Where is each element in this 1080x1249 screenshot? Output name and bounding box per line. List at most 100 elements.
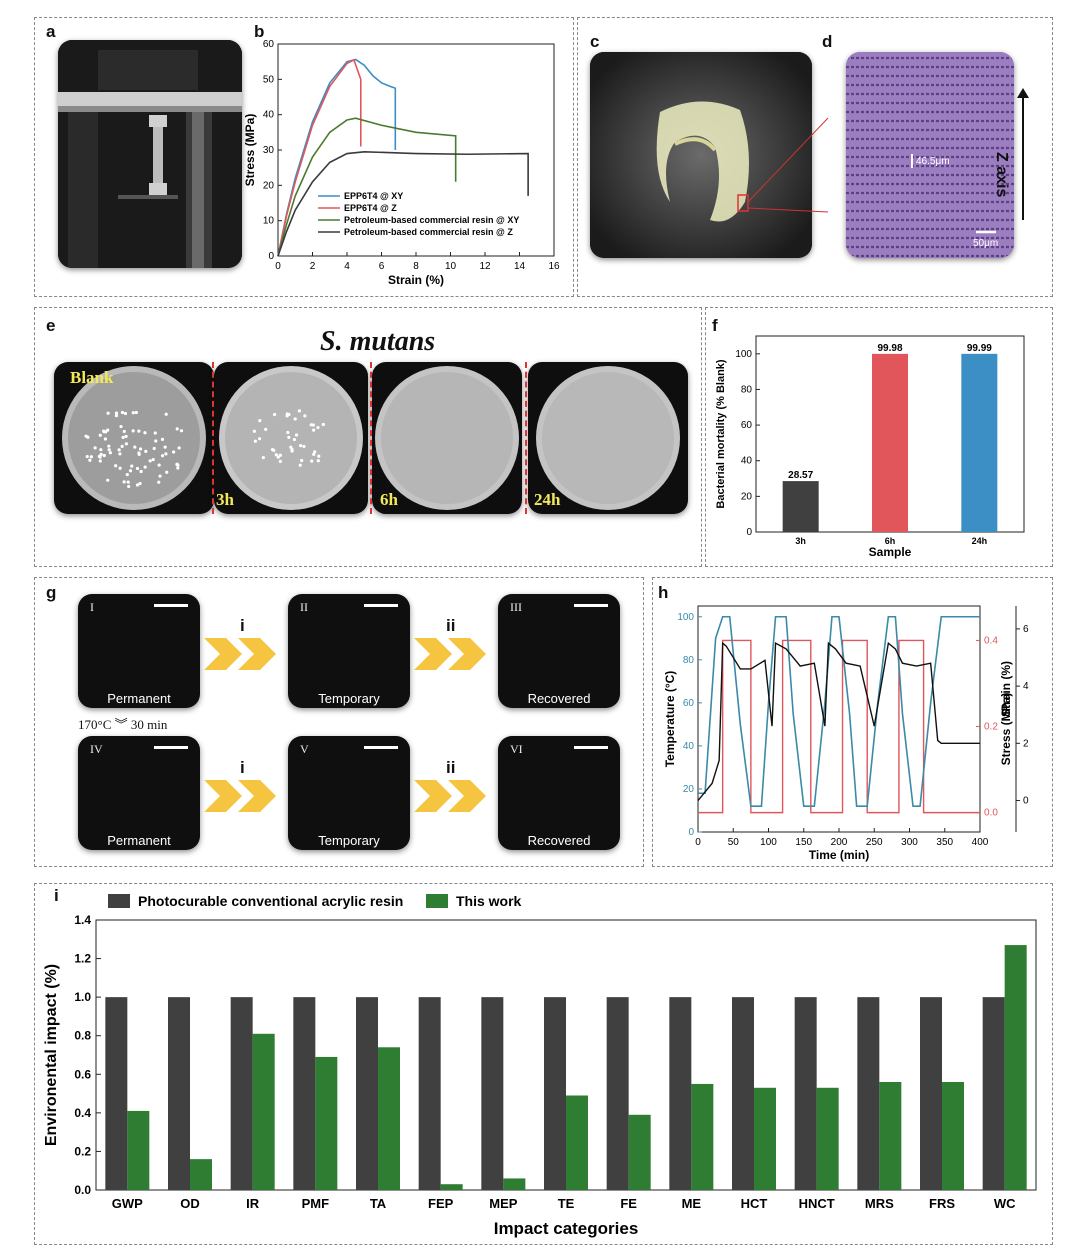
- frame-e: [34, 307, 702, 567]
- species-title: S. mutans: [320, 326, 436, 357]
- y-tick-label: 100: [735, 349, 752, 360]
- x-tick-label: 2: [310, 261, 316, 272]
- caption-IV: Permanent: [107, 833, 171, 848]
- bar: [378, 1047, 400, 1190]
- stress-tick-label: 0.2: [984, 722, 998, 733]
- x-tick-label: ME: [682, 1196, 702, 1211]
- colony-dot: [131, 411, 135, 415]
- bar: [732, 997, 754, 1190]
- colony-dot: [133, 445, 137, 449]
- x-tick-label: FRS: [929, 1196, 955, 1211]
- bar: [920, 997, 942, 1190]
- bar: [566, 1095, 588, 1190]
- bar-value-label: 99.99: [967, 343, 992, 354]
- colony-dot: [118, 452, 122, 456]
- bar: [754, 1087, 776, 1190]
- colony-dot: [130, 464, 134, 468]
- step-label-ii: ii: [446, 616, 456, 635]
- shape-photo-IV: IV Permanent: [78, 736, 200, 850]
- colony-dot: [176, 466, 180, 470]
- x-tick-label: 8: [413, 261, 419, 272]
- colony-dot: [98, 433, 102, 437]
- x-tick-label: 24h: [972, 536, 988, 546]
- panel-label-c: c: [590, 32, 600, 51]
- colony-dot: [89, 455, 93, 459]
- bar: [961, 353, 998, 532]
- y-tick-label: 20: [741, 491, 753, 502]
- colony-dot: [120, 444, 124, 448]
- colony-dot: [125, 472, 129, 477]
- z-axis-label: Z axis: [993, 152, 1010, 198]
- double-chevron-down-icon: ︾: [114, 717, 128, 732]
- x-tick-label: GWP: [112, 1196, 143, 1211]
- bar: [544, 997, 566, 1190]
- colony-dot: [309, 423, 313, 427]
- y-tick-label: 0.4: [74, 1106, 91, 1120]
- bar: [127, 1110, 150, 1190]
- colony-dot: [290, 449, 294, 453]
- stress-line: [698, 639, 980, 814]
- aligner-photo: [590, 52, 812, 258]
- colony-dot: [99, 452, 103, 457]
- dish-divider-3: [525, 362, 527, 514]
- colony-dot: [123, 411, 128, 416]
- colony-dot: [122, 480, 126, 484]
- petri-dish-blank: [54, 362, 214, 514]
- scalebar: [154, 746, 188, 749]
- colony-dot: [122, 429, 126, 434]
- legend-swatch: [426, 894, 448, 908]
- x-tick-label: PMF: [302, 1196, 330, 1211]
- colony-dot: [163, 445, 167, 449]
- frame-i: [34, 883, 1053, 1245]
- colony-dot: [126, 480, 130, 484]
- printer-photo: [58, 40, 242, 268]
- frame-ab: [34, 17, 574, 297]
- bar: [168, 997, 190, 1190]
- strain-tick-label: 2: [1023, 738, 1029, 749]
- colony-dot: [261, 456, 265, 460]
- petri-dish-24h: [528, 362, 688, 514]
- strain-axis-label: Strain (%): [999, 661, 1013, 717]
- colony-dot: [88, 458, 92, 462]
- panel-label-i: i: [54, 886, 59, 905]
- chart-i: 0.0 0.2 0.4 0.6 0.8 1.0 1.2 1.4 GWP OD IR PMF TA FEP M…: [43, 893, 1037, 1238]
- colony-dot: [106, 411, 110, 415]
- colony-dot: [160, 454, 165, 458]
- stress-tick-label: 0.0: [984, 808, 998, 819]
- scalebar: [574, 604, 608, 607]
- series-line: [277, 117, 457, 257]
- colony-dot: [297, 409, 301, 413]
- colony-dot: [102, 453, 106, 458]
- y-tick-label: 60: [741, 420, 753, 431]
- caption-II: Temporary: [318, 691, 380, 706]
- y-tick-label: 50: [263, 74, 275, 85]
- scalebar: [364, 604, 398, 607]
- shape-photo-I: I Permanent: [78, 594, 200, 708]
- panel-label-f: f: [712, 316, 718, 335]
- bar: [782, 481, 819, 532]
- colony-dot: [143, 465, 147, 469]
- y-axis-label: Stress (MPa): [243, 114, 257, 187]
- colony-dot: [278, 459, 282, 464]
- x-tick-label: 6: [379, 261, 385, 272]
- scale-label: 50μm: [973, 238, 999, 249]
- bar: [879, 1082, 902, 1190]
- bar: [794, 997, 817, 1190]
- x-tick-label: FEP: [428, 1196, 454, 1211]
- colony-dot: [135, 483, 140, 487]
- x-tick-label: TE: [558, 1196, 575, 1211]
- shape-photo-III: III Recovered: [498, 594, 620, 708]
- bar: [691, 1083, 714, 1190]
- temp-tick-label: 100: [677, 612, 694, 623]
- x-tick-label: HNCT: [799, 1196, 835, 1211]
- series-line: [277, 58, 397, 257]
- x-tick-label: 200: [831, 837, 848, 848]
- x-tick-label: 250: [866, 837, 883, 848]
- colony-dot: [321, 422, 325, 427]
- y-tick-label: 1.4: [74, 913, 91, 927]
- bar: [628, 1114, 651, 1190]
- x-tick-label: OD: [180, 1196, 200, 1211]
- colony-dot: [258, 419, 262, 423]
- dish-label-3h: 3h: [216, 490, 234, 509]
- y-tick-label: 40: [741, 456, 753, 467]
